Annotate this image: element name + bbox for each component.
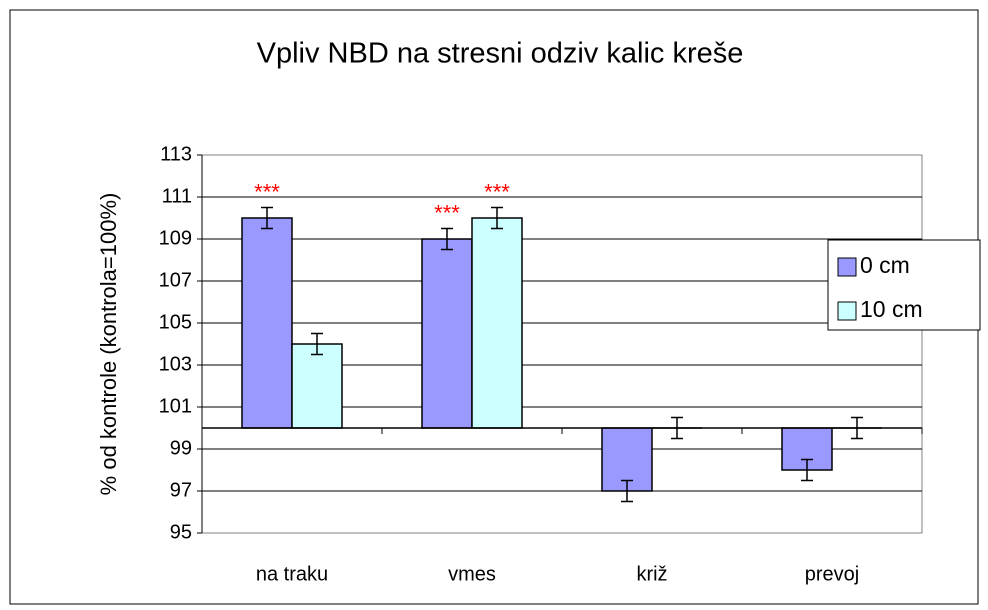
- error-bar: [441, 227, 453, 251]
- legend-swatch: [837, 301, 857, 321]
- y-tick-label: 103: [159, 353, 192, 375]
- error-bar: [491, 206, 503, 230]
- y-tick-label: 95: [170, 521, 192, 543]
- significance-label: ***: [254, 179, 280, 204]
- bar: [471, 217, 523, 429]
- y-tick-label: 113: [160, 143, 192, 165]
- error-bar: [801, 458, 813, 482]
- y-tick-label: 109: [159, 227, 192, 249]
- y-tick-label: 105: [159, 311, 192, 333]
- x-tick-label: na traku: [256, 563, 328, 585]
- significance-label: ***: [434, 200, 460, 225]
- y-tick-label: 111: [162, 185, 192, 207]
- error-bar: [261, 206, 273, 230]
- error-bar: [311, 332, 323, 356]
- y-tick-label: 107: [159, 269, 192, 291]
- y-tick-label: 97: [170, 479, 192, 501]
- legend-label: 0 cm: [860, 252, 910, 278]
- y-tick-label: 99: [170, 437, 192, 459]
- chart-title: Vpliv NBD na stresni odziv kalic kreše: [257, 38, 744, 70]
- y-axis-label: % od kontrole (kontrola=100%): [96, 193, 121, 496]
- significance-label: ***: [484, 179, 510, 204]
- legend-label: 10 cm: [860, 296, 923, 322]
- y-tick-label: 101: [159, 395, 192, 417]
- bar: [421, 238, 473, 429]
- legend-swatch: [837, 257, 857, 277]
- x-tick-label: prevoj: [805, 563, 859, 585]
- bar: [291, 343, 343, 429]
- error-bar: [621, 479, 633, 503]
- bar: [241, 217, 293, 429]
- x-tick-label: vmes: [448, 563, 496, 585]
- x-tick-label: križ: [636, 563, 667, 585]
